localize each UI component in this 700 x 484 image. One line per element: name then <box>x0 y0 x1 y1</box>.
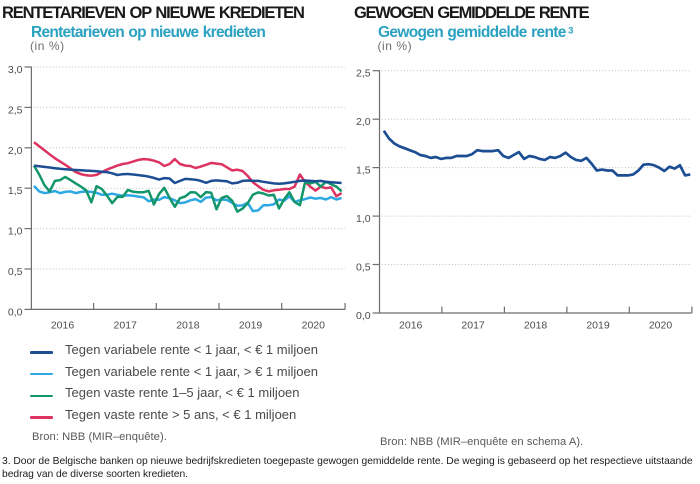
svg-text:1,0: 1,0 <box>8 226 23 238</box>
svg-text:2016: 2016 <box>399 319 423 331</box>
svg-text:1,0: 1,0 <box>356 213 371 225</box>
svg-text:2018: 2018 <box>176 319 200 331</box>
svg-text:2,0: 2,0 <box>8 145 23 157</box>
svg-text:0,0: 0,0 <box>356 310 371 322</box>
svg-text:1,5: 1,5 <box>356 165 371 177</box>
svg-text:2,5: 2,5 <box>8 104 23 116</box>
svg-text:0,0: 0,0 <box>8 306 23 318</box>
svg-text:3,0: 3,0 <box>8 64 23 76</box>
svg-text:2019: 2019 <box>586 319 610 331</box>
svg-text:2,0: 2,0 <box>356 116 371 128</box>
svg-text:2017: 2017 <box>114 319 138 331</box>
svg-text:2020: 2020 <box>649 319 673 331</box>
svg-text:2019: 2019 <box>239 319 263 331</box>
svg-text:2016: 2016 <box>51 319 75 331</box>
svg-text:2017: 2017 <box>461 319 485 331</box>
svg-text:2,5: 2,5 <box>356 68 371 80</box>
svg-text:0,5: 0,5 <box>8 266 23 278</box>
svg-text:2018: 2018 <box>524 319 548 331</box>
svg-text:1,5: 1,5 <box>8 185 23 197</box>
svg-text:2020: 2020 <box>302 319 326 331</box>
svg-text:0,5: 0,5 <box>356 262 371 274</box>
